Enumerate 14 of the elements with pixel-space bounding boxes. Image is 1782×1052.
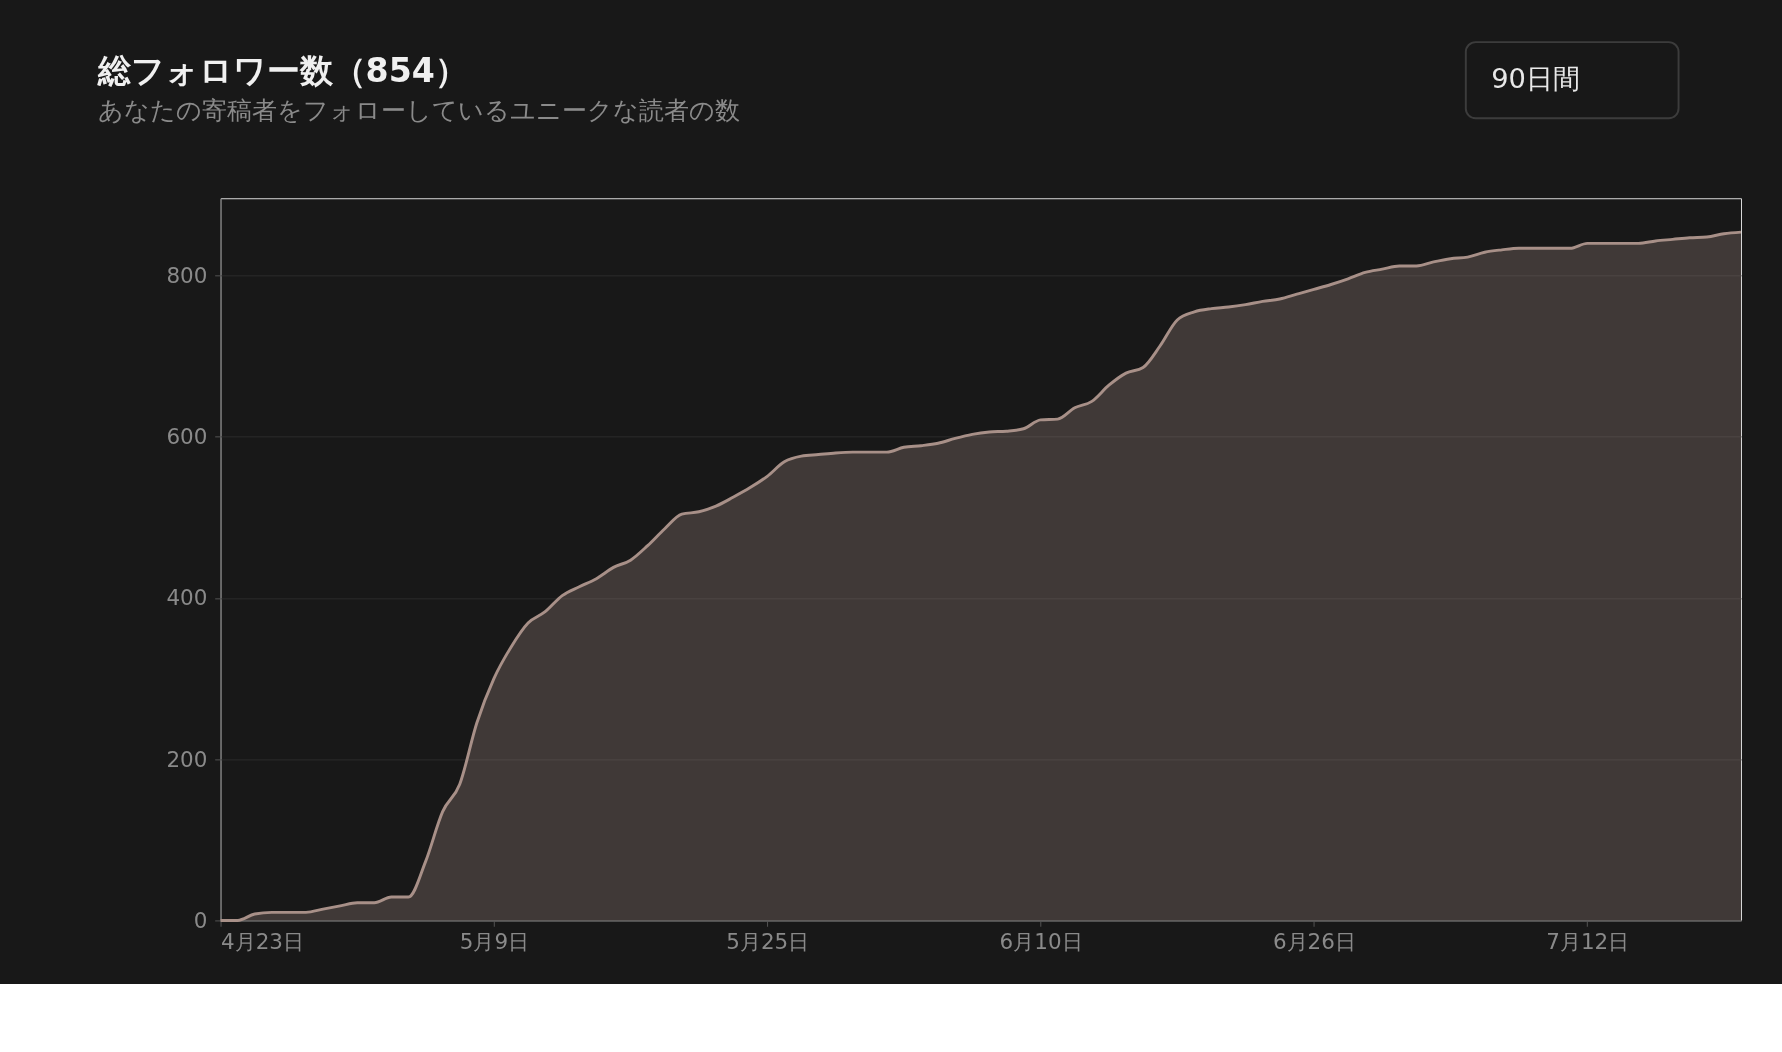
x-tick-label: 6月10日	[999, 929, 1083, 955]
text: 90日間	[1491, 62, 1580, 94]
y-tick-label: 400	[166, 585, 208, 611]
y-tick-label: 600	[166, 424, 208, 450]
y-tick-label: 800	[166, 262, 208, 288]
y-tick-label: 0	[193, 907, 208, 933]
x-tick-label: 5月25日	[726, 929, 810, 955]
x-tick-label: 7月12日	[1546, 929, 1630, 955]
x-tick-label: 6月26日	[1272, 929, 1356, 955]
y-tick-label: 200	[166, 746, 208, 772]
x-tick-label: 4月23日	[221, 929, 304, 955]
x-tick-label: 5月9日	[459, 929, 530, 955]
chart-subtitle: あなたの寄稿者をフォローしているユニークな読者の数	[97, 95, 740, 126]
chart-title: 総フォロワー数（854）	[96, 51, 468, 91]
